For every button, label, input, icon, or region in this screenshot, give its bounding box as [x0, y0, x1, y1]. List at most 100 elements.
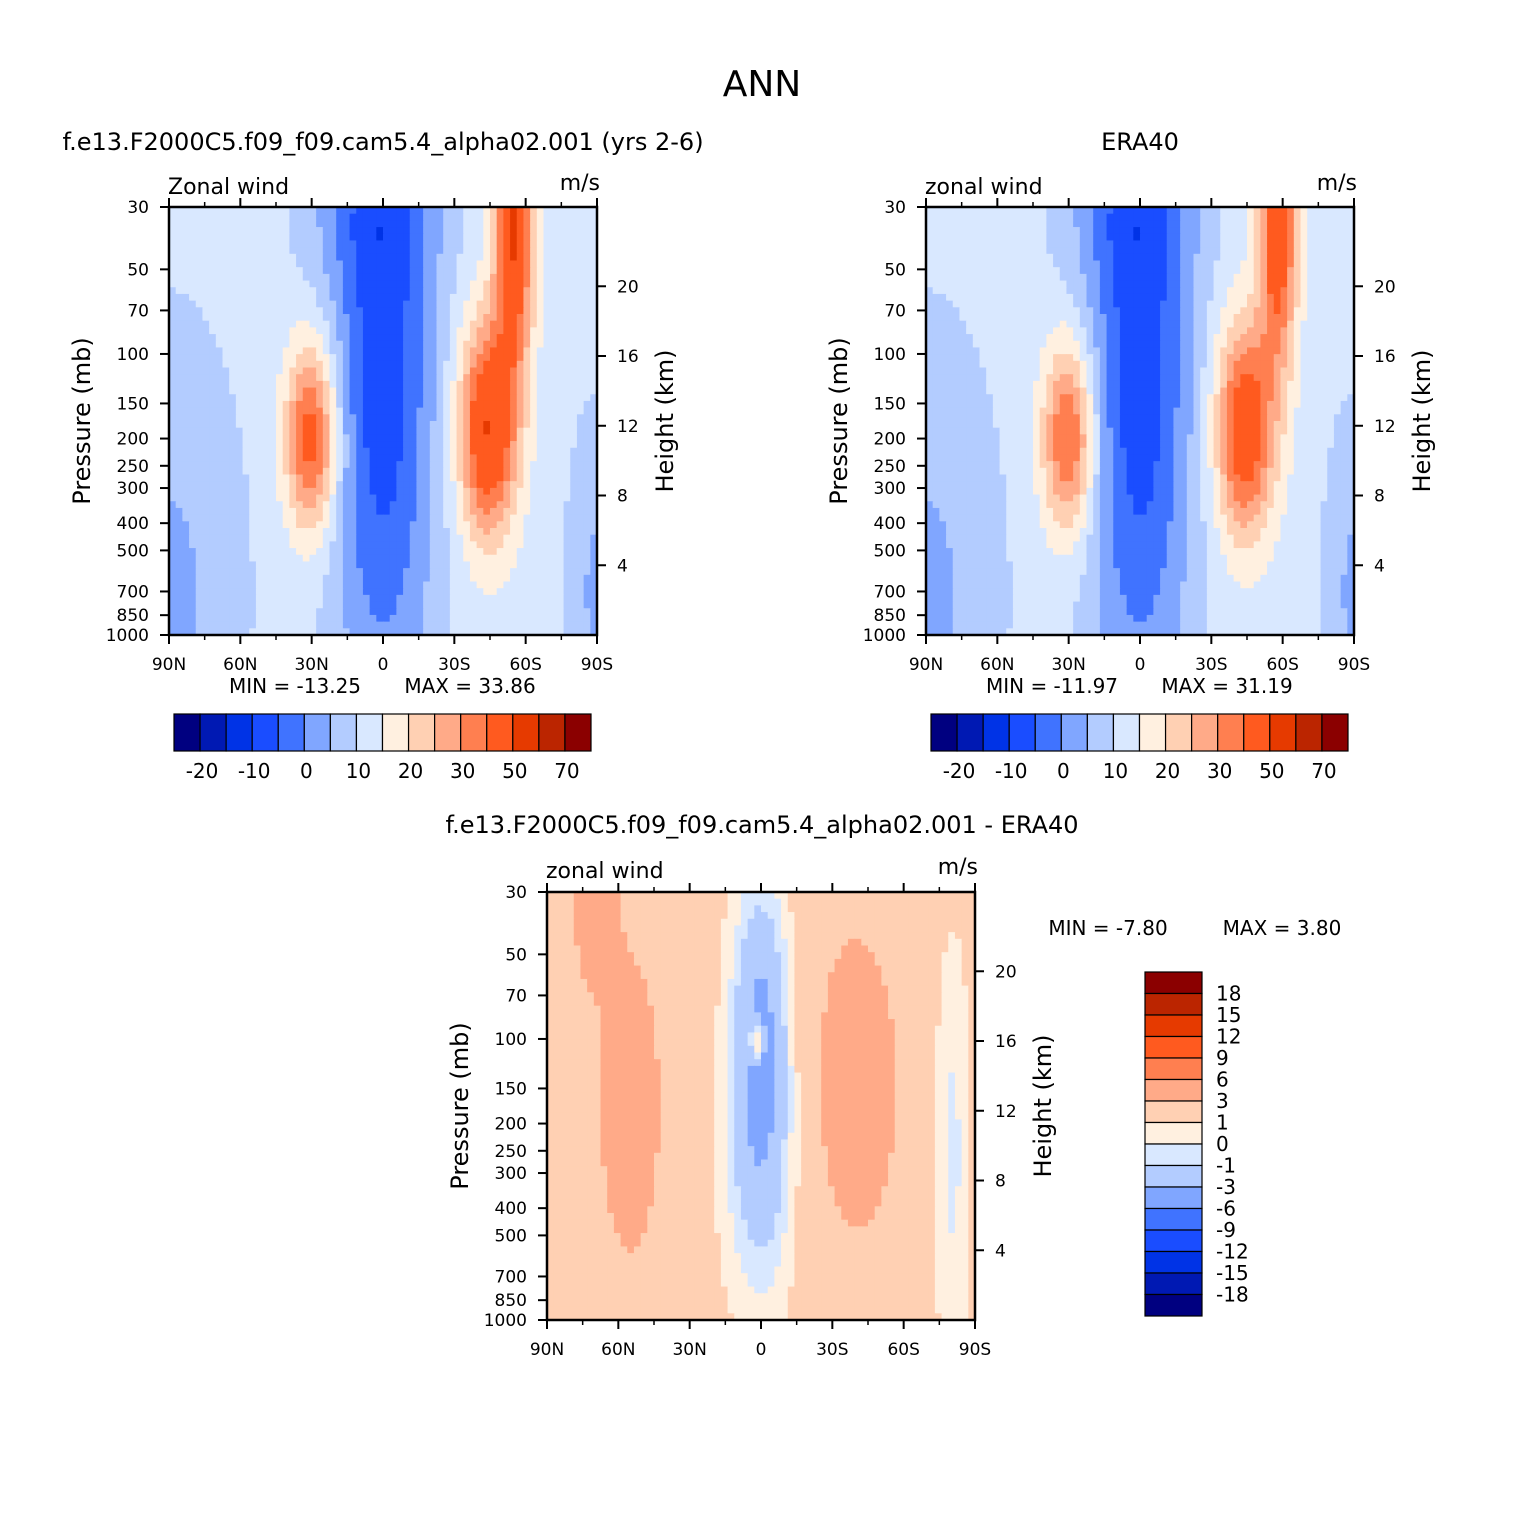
contour-cell	[1140, 273, 1148, 282]
contour-cell	[255, 628, 264, 636]
contour-cell	[403, 347, 411, 355]
contour-cell	[576, 414, 585, 422]
contour-cell	[456, 501, 464, 509]
contour-cell	[550, 434, 558, 442]
contour-cell	[249, 621, 257, 629]
contour-cell	[322, 481, 331, 489]
contour-cell	[1066, 240, 1074, 248]
colorbar-swatch	[460, 713, 488, 752]
contour-cell	[202, 414, 210, 422]
contour-cell	[269, 447, 277, 456]
contour-cell	[229, 227, 237, 235]
contour-cell	[416, 514, 424, 522]
contour-cell	[463, 614, 471, 623]
contour-cell	[443, 441, 451, 449]
contour-cell	[342, 434, 351, 442]
contour-cell	[1293, 273, 1302, 282]
contour-cell	[336, 474, 344, 482]
contour-cell	[550, 447, 558, 456]
contour-cell	[262, 314, 270, 322]
contour-cell	[289, 340, 297, 349]
contour-cell	[1033, 260, 1041, 268]
contour-cell	[576, 280, 585, 288]
contour-cell	[202, 427, 210, 435]
contour-cell	[169, 340, 177, 349]
contour-cell	[543, 474, 551, 482]
contour-cell	[436, 481, 444, 489]
contour-cell	[510, 461, 518, 469]
contour-cell	[536, 334, 545, 342]
contour-cell	[409, 293, 418, 302]
contour-cell	[1033, 287, 1041, 295]
colorbar-swatch	[381, 713, 410, 752]
contour-cell	[409, 400, 418, 409]
contour-cell	[443, 280, 451, 288]
contour-cell	[396, 354, 404, 362]
contour-cell	[356, 454, 364, 462]
contour-cell	[222, 481, 230, 489]
contour-cell	[986, 213, 994, 221]
contour-cell	[449, 287, 458, 295]
contour-cell	[202, 628, 210, 636]
contour-cell	[296, 300, 304, 308]
contour-cell	[175, 568, 183, 576]
contour-cell	[282, 581, 290, 589]
contour-cell	[1093, 233, 1101, 242]
contour-cell	[583, 447, 591, 456]
contour-cell	[356, 608, 364, 616]
contour-cell	[992, 213, 1001, 221]
contour-cell	[496, 541, 504, 549]
contour-cell	[215, 300, 224, 308]
contour-cell	[242, 320, 250, 328]
contour-cell	[349, 534, 357, 542]
contour-cell	[215, 334, 224, 342]
contour-cell	[1247, 220, 1255, 228]
contour-cell	[209, 561, 217, 569]
contour-cell	[1039, 280, 1047, 288]
contour-cell	[490, 320, 498, 328]
contour-cell	[189, 601, 197, 609]
contour-cell	[222, 314, 230, 322]
contour-cell	[536, 467, 545, 476]
contour-cell	[329, 554, 337, 563]
panel-era40-title: ERA40	[1101, 128, 1179, 156]
contour-cell	[302, 207, 311, 215]
contour-cell	[1320, 273, 1328, 282]
contour-cell	[182, 354, 190, 362]
contour-cell	[449, 594, 458, 603]
contour-cell	[302, 434, 311, 442]
contour-cell	[469, 541, 478, 549]
contour-cell	[316, 347, 324, 355]
contour-cell	[209, 441, 217, 449]
contour-cell	[342, 300, 351, 308]
contour-cell	[316, 568, 324, 576]
contour-cell	[1213, 240, 1221, 248]
contour-cell	[322, 213, 331, 221]
contour-cell	[536, 387, 545, 395]
contour-cell	[383, 293, 391, 302]
contour-cell	[383, 240, 391, 248]
contour-cell	[309, 461, 317, 469]
contour-cell	[423, 568, 431, 576]
contour-cell	[336, 307, 344, 315]
contour-cell	[302, 561, 311, 569]
contour-cell	[302, 354, 311, 362]
contour-cell	[590, 568, 598, 576]
contour-cell	[189, 561, 197, 569]
contour-cell	[409, 628, 418, 636]
contour-cell	[1273, 273, 1282, 282]
contour-cell	[282, 340, 290, 349]
contour-cell	[423, 447, 431, 456]
contour-cell	[309, 554, 317, 563]
contour-cell	[349, 314, 357, 322]
contour-cell	[510, 354, 518, 362]
contour-cell	[342, 260, 351, 268]
contour-cell	[396, 447, 404, 456]
contour-cell	[476, 541, 484, 549]
contour-cell	[336, 334, 344, 342]
contour-cell	[362, 380, 371, 389]
contour-cell	[302, 347, 311, 355]
contour-cell	[463, 594, 471, 603]
contour-cell	[276, 574, 284, 583]
contour-cell	[550, 561, 558, 569]
